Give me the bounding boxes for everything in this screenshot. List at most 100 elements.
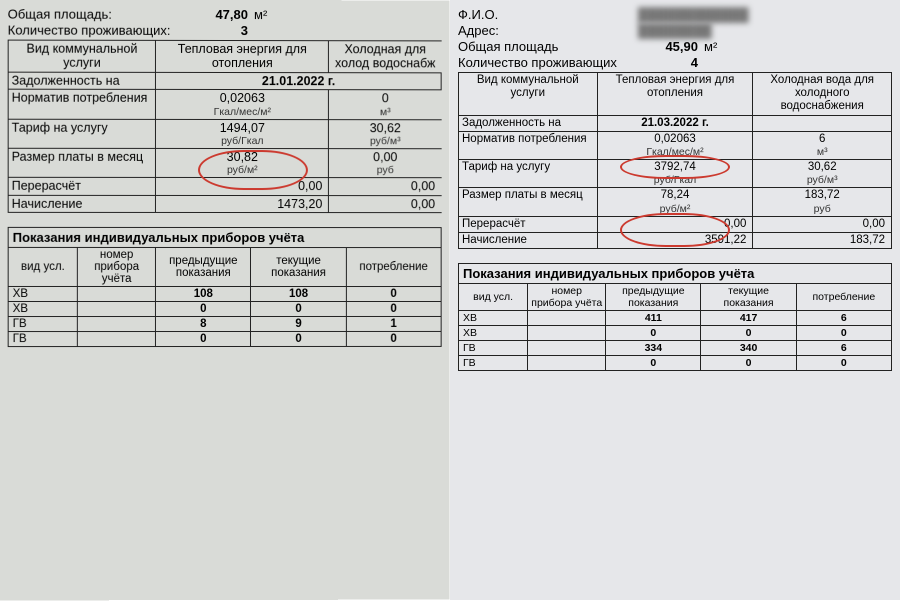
meter-number [528,311,606,326]
addr-value: ████████ [638,23,712,38]
meter-row: ХВ4114176 [459,311,892,326]
pay-label: Размер платы в месяц [8,148,156,178]
meter-number [528,356,606,371]
recalc-label-r: Перерасчёт [459,216,598,232]
charge-value: 1473,20 [156,195,329,212]
norm-cold-u-r: м³ [756,146,888,158]
pay-cold-u: руб [332,164,438,176]
norm-unit-r: Гкал/мес/м² [601,146,750,158]
area-row-r: Общая площадь 45,90 м² [458,39,892,54]
meter-cur: 0 [251,332,346,347]
meter-cons: 0 [346,332,441,347]
meter-prev: 334 [606,341,701,356]
mh-cur-r: текущие показания [701,284,796,311]
meter-service: ХВ [459,326,528,341]
meter-service: ГВ [459,356,528,371]
meters-table-left: вид усл. номер прибора учёта предыдущие … [8,247,442,347]
meter-cons: 0 [796,356,891,371]
pay-cell: 30,82 руб/м² [156,148,329,178]
area-row: Общая площадь: 47,80 м² [8,7,442,23]
tarif-value: 1494,07 [159,120,325,135]
mh-num: номер прибора учёта [78,248,156,287]
norm-cold-cell: 0 м³ [329,90,441,120]
pay-unit-r: руб/м² [601,203,750,215]
recalc-value: 0,00 [156,178,329,196]
meter-number [78,302,156,317]
residents-label-r: Количество проживающих [458,55,638,70]
norm-cold-cell-r: 6 м³ [753,131,892,159]
pay-label-r: Размер платы в месяц [459,188,598,216]
residents-row-r: Количество проживающих 4 [458,55,892,70]
tarif-cold-cell-r: 30,62 руб/м³ [753,160,892,188]
mh-cur: текущие показания [251,248,346,287]
meter-number [528,326,606,341]
meter-service: ГВ [8,317,77,332]
pay-value-r: 78,24 [601,189,750,202]
tarif-value-r: 3792,74 [601,161,750,174]
pay-value: 30,82 [159,150,325,165]
addr-row: Адрес: ████████ [458,23,892,38]
meter-cons: 1 [346,317,441,332]
meter-prev: 0 [156,302,251,317]
area-value-r: 45,90 [638,39,698,54]
meter-prev: 411 [606,311,701,326]
pay-cold-v-r: 183,72 [756,189,888,202]
recalc-label: Перерасчёт [8,178,156,196]
meters-title-left: Показания индивидуальных приборов учёта [8,227,442,247]
meter-cons: 0 [796,326,891,341]
mh-prev: предыдущие показания [156,248,251,287]
meter-service: ГВ [459,341,528,356]
mh-service: вид усл. [8,248,77,287]
meter-row: ГВ 891 [8,317,441,332]
tarif-label: Тариф на услугу [8,119,156,149]
meter-cur: 0 [701,326,796,341]
norm-cold-v-r: 6 [756,133,888,146]
meter-row: ГВ000 [459,356,892,371]
residents-value-r: 4 [638,55,698,70]
bill-right: Ф.И.О. ████████████ Адрес: ████████ Обща… [450,0,900,600]
charge-cold: 0,00 [329,195,441,212]
meter-service: ГВ [8,332,77,347]
norm-value: 0,02063 [159,91,325,106]
bill-table-right: Вид коммунальной услуги Тепловая энергия… [458,72,892,249]
area-label-r: Общая площадь [458,39,638,54]
norm-cell: 0,02063 Гкал/мес/м² [156,90,329,120]
residents-value: 3 [188,23,248,38]
meter-cur: 9 [251,317,346,332]
tarif-cold-u-r: руб/м³ [756,174,888,186]
meter-service: ХВ [8,302,77,317]
charge-cold-r: 183,72 [753,232,892,248]
meter-cur: 340 [701,341,796,356]
hdr-cold: Холодная для холод водоснабж [329,41,441,73]
norm-cold-u: м³ [332,106,438,118]
meter-cur: 108 [251,287,346,302]
fio-label: Ф.И.О. [458,7,638,22]
charge-label-r: Начисление [459,232,598,248]
pay-cold-u-r: руб [756,203,888,215]
norm-unit: Гкал/мес/м² [159,105,325,117]
charge-label: Начисление [8,195,156,212]
meter-cur: 0 [701,356,796,371]
mh-cons-r: потребление [796,284,891,311]
hdr-heat-r: Тепловая энергия для отопления [597,73,753,116]
mh-prev-r: предыдущие показания [606,284,701,311]
area-unit: м² [248,7,288,22]
area-label: Общая площадь: [8,7,188,22]
debt-date-r: 21.03.2022 г. [597,115,753,131]
pay-cold-v: 0,00 [332,150,438,164]
meters-title-right: Показания индивидуальных приборов учёта [458,263,892,283]
debt-cold-r [753,115,892,131]
residents-row: Количество проживающих: 3 [8,23,442,39]
meter-prev: 8 [156,317,251,332]
meter-cur: 0 [251,302,346,317]
meter-cons: 0 [346,287,441,302]
charge-value-r: 3591,22 [597,232,753,248]
bill-table-left: Вид коммунальной услуги Тепловая энергия… [8,40,442,214]
tarif-label-r: Тариф на услугу [459,160,598,188]
meter-prev: 0 [156,332,251,347]
meter-row: ГВ 3343406 [459,341,892,356]
area-unit-r: м² [698,39,738,54]
fio-row: Ф.И.О. ████████████ [458,7,892,22]
tarif-cold-v-r: 30,62 [756,161,888,174]
meter-cons: 6 [796,341,891,356]
